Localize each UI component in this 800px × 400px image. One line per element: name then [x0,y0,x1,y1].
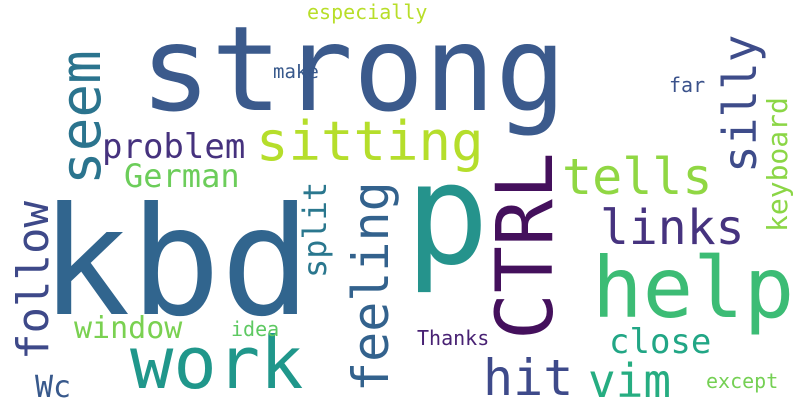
word-window: window [74,311,183,346]
word-sitting: sitting [256,110,484,173]
word-links: links [600,200,745,256]
word-except: except [706,369,778,393]
word-feeling: feeling [342,181,400,392]
word-silly: silly [713,35,767,173]
word-idea: idea [231,317,279,341]
word-thanks: Thanks [417,326,489,350]
word-split: split [296,182,334,278]
word-help: help [592,239,794,337]
word-work: work [130,321,303,400]
word-hit: hit [483,349,573,400]
word-follow: follow [8,201,59,360]
word-kbd: kbd [40,176,311,350]
word-problem: problem [102,127,245,167]
word-vim: vim [588,354,671,400]
word-keyboard: keyboard [761,97,794,232]
word-close: close [609,322,711,362]
word-p: p [405,134,489,297]
word-seem: seem [49,50,114,185]
word-german: German [124,157,240,195]
word-ctrl: CTRL [481,152,571,340]
word-far: far [669,73,705,97]
word-tells: tells [562,148,713,206]
word-wc: Wc [35,370,71,400]
word-strong: strong [140,0,566,138]
word-make: make [273,61,319,83]
word-especially: especially [307,0,427,24]
